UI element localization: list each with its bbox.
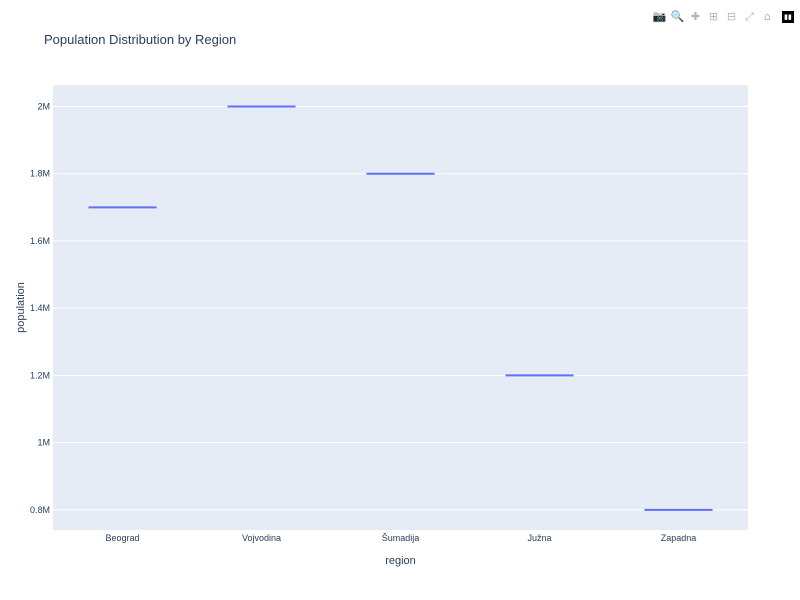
x-tick-label: Šumadija (382, 533, 420, 543)
x-tick-labels: Beograd Vojvodina Šumadija Južna Zapadna (105, 533, 696, 543)
y-tick-label: 1.2M (30, 370, 50, 380)
x-tick-label: Zapadna (661, 533, 697, 543)
camera-icon[interactable]: 📷 (652, 10, 667, 23)
chart-title: Population Distribution by Region (44, 32, 237, 47)
y-tick-label: 1.8M (30, 169, 50, 179)
y-tick-label: 2M (37, 102, 50, 112)
home-icon[interactable]: ⌂ (764, 10, 771, 23)
plotly-logo-icon[interactable]: ▮▮ (782, 10, 794, 23)
y-tick-labels: 0.8M 1M 1.2M 1.4M 1.6M 1.8M 2M (30, 102, 50, 515)
plot-background[interactable] (53, 85, 748, 530)
pan-icon[interactable]: ✚ (690, 10, 701, 23)
modebar: 📷 🔍 ✚ ⊞ ⊟ ⤢ ⌂ ▮▮ (652, 9, 794, 24)
x-tick-label: Južna (527, 533, 551, 543)
y-axis-title: population (15, 282, 27, 333)
y-tick-label: 1.4M (30, 303, 50, 313)
y-tick-label: 1.6M (30, 236, 50, 246)
zoom-icon[interactable]: 🔍 (670, 10, 685, 23)
box-series (88, 105, 713, 511)
y-tick-label: 0.8M (30, 505, 50, 515)
x-tick-label: Vojvodina (242, 533, 281, 543)
zoom-in-icon[interactable]: ⊞ (708, 10, 719, 23)
gridlines (53, 106, 748, 511)
y-tick-label: 1M (37, 438, 50, 448)
x-axis-title: region (385, 555, 416, 567)
autoscale-icon[interactable]: ⤢ (745, 9, 754, 23)
x-tick-label: Beograd (105, 533, 139, 543)
zoom-out-icon[interactable]: ⊟ (726, 10, 737, 23)
